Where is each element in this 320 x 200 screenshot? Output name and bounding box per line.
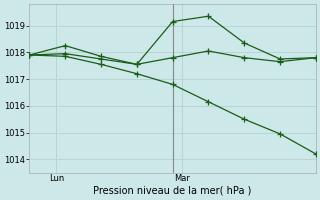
X-axis label: Pression niveau de la mer( hPa ): Pression niveau de la mer( hPa ) — [93, 186, 252, 196]
